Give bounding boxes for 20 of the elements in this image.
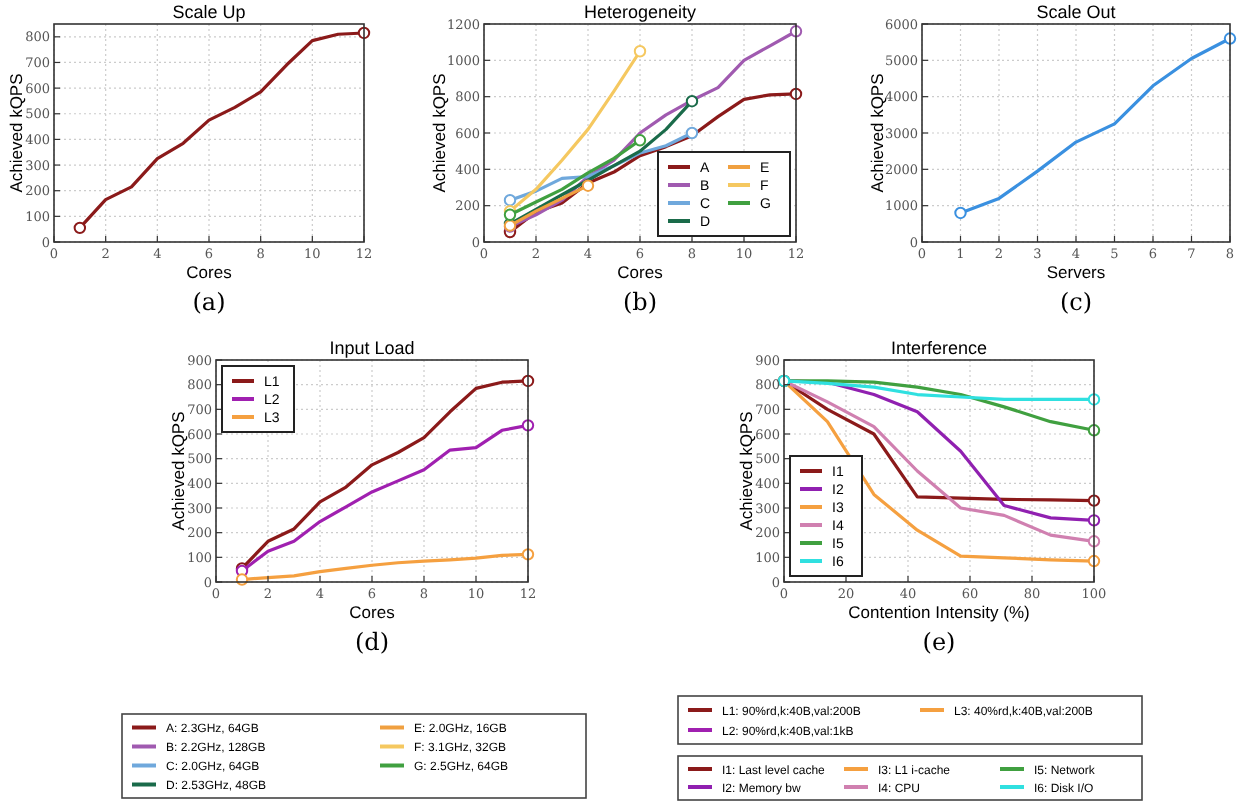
x-axis-title: Cores <box>349 602 395 622</box>
x-axis-title: Contention Intensity (%) <box>848 602 1031 622</box>
text: (d) <box>354 628 390 656</box>
chart-title: Scale Up <box>172 2 246 22</box>
x-axis-title: Servers <box>1046 262 1106 282</box>
chart-title: Input Load <box>329 338 415 358</box>
x-axis-title: Cores <box>617 262 663 282</box>
chart-title: Interference <box>890 338 988 358</box>
text: (b) <box>622 288 658 316</box>
text: (c) <box>1059 288 1093 316</box>
chart-title: Heterogeneity <box>583 2 698 22</box>
y-axis-title: Achieved kQPS <box>736 410 757 531</box>
y-axis-title: Achieved kQPS <box>168 410 189 531</box>
chart-title: Scale Out <box>1036 2 1117 22</box>
y-axis-title: Achieved kQPS <box>429 72 450 193</box>
text: (a) <box>192 288 226 316</box>
y-axis-title: Achieved kQPS <box>867 72 888 193</box>
x-axis-title: Cores <box>186 262 232 282</box>
text: (e) <box>922 628 956 656</box>
y-axis-title: Achieved kQPS <box>6 72 27 193</box>
